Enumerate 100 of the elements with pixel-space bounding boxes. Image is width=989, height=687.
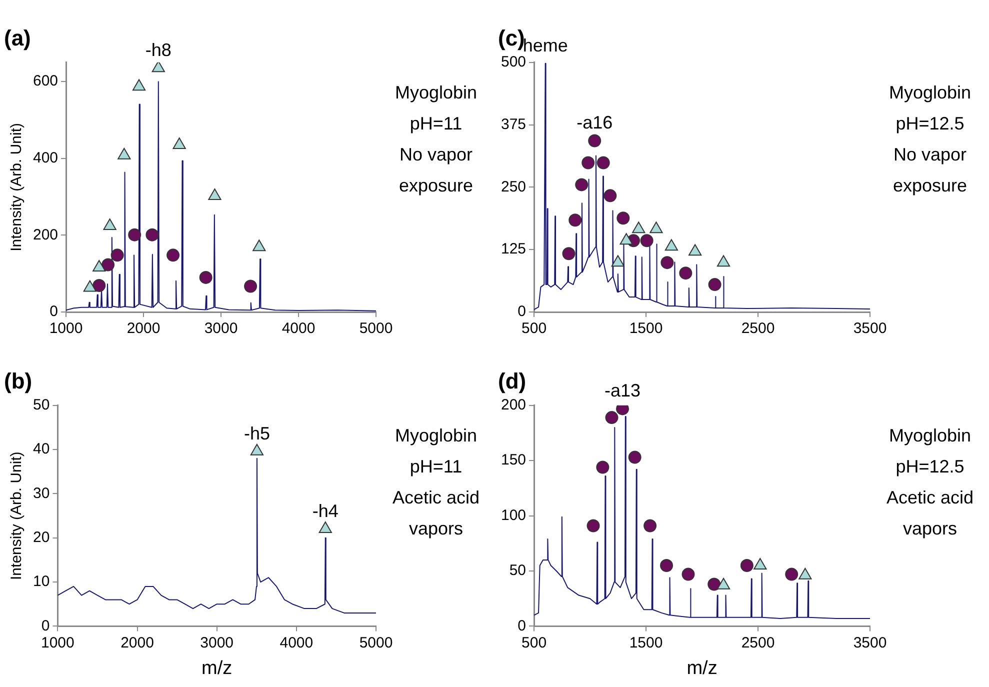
x-tick-label: 1000 (49, 320, 83, 338)
y-axis-title: Intensity (Arb. Unit) (8, 123, 26, 252)
y-tick-label: 50 (509, 562, 526, 580)
point (605, 411, 618, 424)
x-tick-label: 4000 (282, 320, 316, 338)
point (660, 558, 674, 572)
y-tick-label: 375 (500, 116, 526, 133)
annotation: -a16 (576, 112, 613, 133)
chart-title: (c) (498, 25, 525, 50)
text: exposure (892, 175, 968, 196)
y-axis-title: Intensity (Arb. Unit) (8, 452, 26, 580)
x-tick-label: 2500 (741, 634, 775, 652)
text: pH=12.5 (896, 113, 964, 134)
chart-title: (a) (4, 25, 31, 50)
y-tick-label: 100 (500, 506, 526, 524)
text: No vapor (893, 144, 967, 164)
point (582, 156, 595, 170)
x-tick-label: 3000 (204, 320, 238, 338)
x-tick-label: 1500 (629, 320, 663, 338)
text: pH=12.5 (896, 456, 964, 476)
point (596, 156, 610, 170)
y-tick-label: 40 (32, 440, 50, 458)
point (660, 256, 674, 270)
point (586, 519, 600, 532)
y-tick-label: 250 (500, 178, 526, 196)
x-tick-label: 5000 (359, 320, 393, 338)
y-tick-label: 0 (41, 617, 50, 634)
point (708, 578, 721, 591)
y-tick-label: 125 (500, 240, 526, 258)
y-tick-label: 50 (32, 396, 50, 414)
point (596, 460, 610, 474)
y-tick-label: 200 (500, 396, 526, 414)
y-tick-label: 200 (32, 226, 58, 244)
x-tick-label: 4000 (280, 634, 314, 652)
point (616, 212, 630, 225)
y-tick-label: 500 (500, 54, 526, 71)
x-tick-label: 2000 (120, 634, 154, 652)
point (118, 148, 131, 160)
y-tick-label: 0 (518, 303, 526, 320)
annotation: heme (522, 35, 568, 56)
point (146, 228, 159, 242)
x-tick-label: 2000 (126, 320, 160, 338)
point (568, 214, 582, 227)
text: Myoglobin (888, 82, 972, 102)
x-axis-title: m/z (202, 658, 232, 679)
y-tick-label: 20 (32, 529, 50, 546)
point (152, 62, 165, 72)
text: No vapor (399, 144, 473, 164)
y-tick-label: 30 (32, 484, 50, 502)
point (604, 189, 617, 202)
point (244, 280, 258, 293)
y-tick-label: 150 (500, 452, 526, 469)
point (128, 228, 142, 242)
x-tick-label: 1500 (629, 634, 663, 652)
y-tick-label: 0 (50, 303, 58, 320)
point (132, 79, 146, 91)
y-tick-label: 10 (32, 573, 50, 590)
text: exposure (398, 175, 474, 196)
annotation: -h8 (145, 40, 172, 60)
point (588, 134, 602, 148)
point (252, 240, 266, 252)
point (575, 178, 588, 192)
chart-title: (d) (498, 368, 526, 394)
x-tick-label: 3000 (200, 634, 234, 652)
y-tick-label: 400 (32, 150, 58, 167)
text: Acetic acid (886, 487, 974, 508)
point (628, 450, 642, 464)
point (785, 568, 798, 581)
y-tick-label: 600 (32, 72, 58, 90)
x-tick-label: 1000 (40, 634, 74, 652)
text: vapors (902, 518, 958, 538)
point (679, 266, 692, 280)
point (103, 218, 116, 230)
point (199, 270, 212, 284)
text: Acetic acid (392, 487, 480, 508)
point (102, 258, 115, 272)
point (92, 279, 106, 292)
point (110, 248, 124, 262)
point (640, 234, 654, 248)
annotation: -a13 (604, 380, 641, 401)
x-axis-title: m/z (686, 658, 718, 679)
point (166, 248, 180, 262)
text: vapors (408, 518, 464, 538)
x-tick-label: 3500 (853, 634, 887, 652)
text: pH=11 (410, 456, 462, 476)
text: pH=11 (410, 113, 462, 134)
x-tick-label: 2500 (741, 320, 775, 338)
annotation: -h5 (244, 423, 270, 444)
x-tick-label: 3500 (853, 320, 887, 338)
point (740, 558, 754, 572)
x-tick-label: 5000 (359, 634, 393, 652)
annotation: -h4 (312, 501, 338, 522)
point (562, 247, 576, 260)
point (644, 519, 657, 532)
point (682, 568, 695, 581)
point (172, 137, 186, 149)
text: Myoglobin (394, 425, 478, 446)
text: Myoglobin (394, 82, 478, 102)
text: Myoglobin (888, 425, 972, 446)
y-tick-label: 0 (518, 617, 526, 634)
